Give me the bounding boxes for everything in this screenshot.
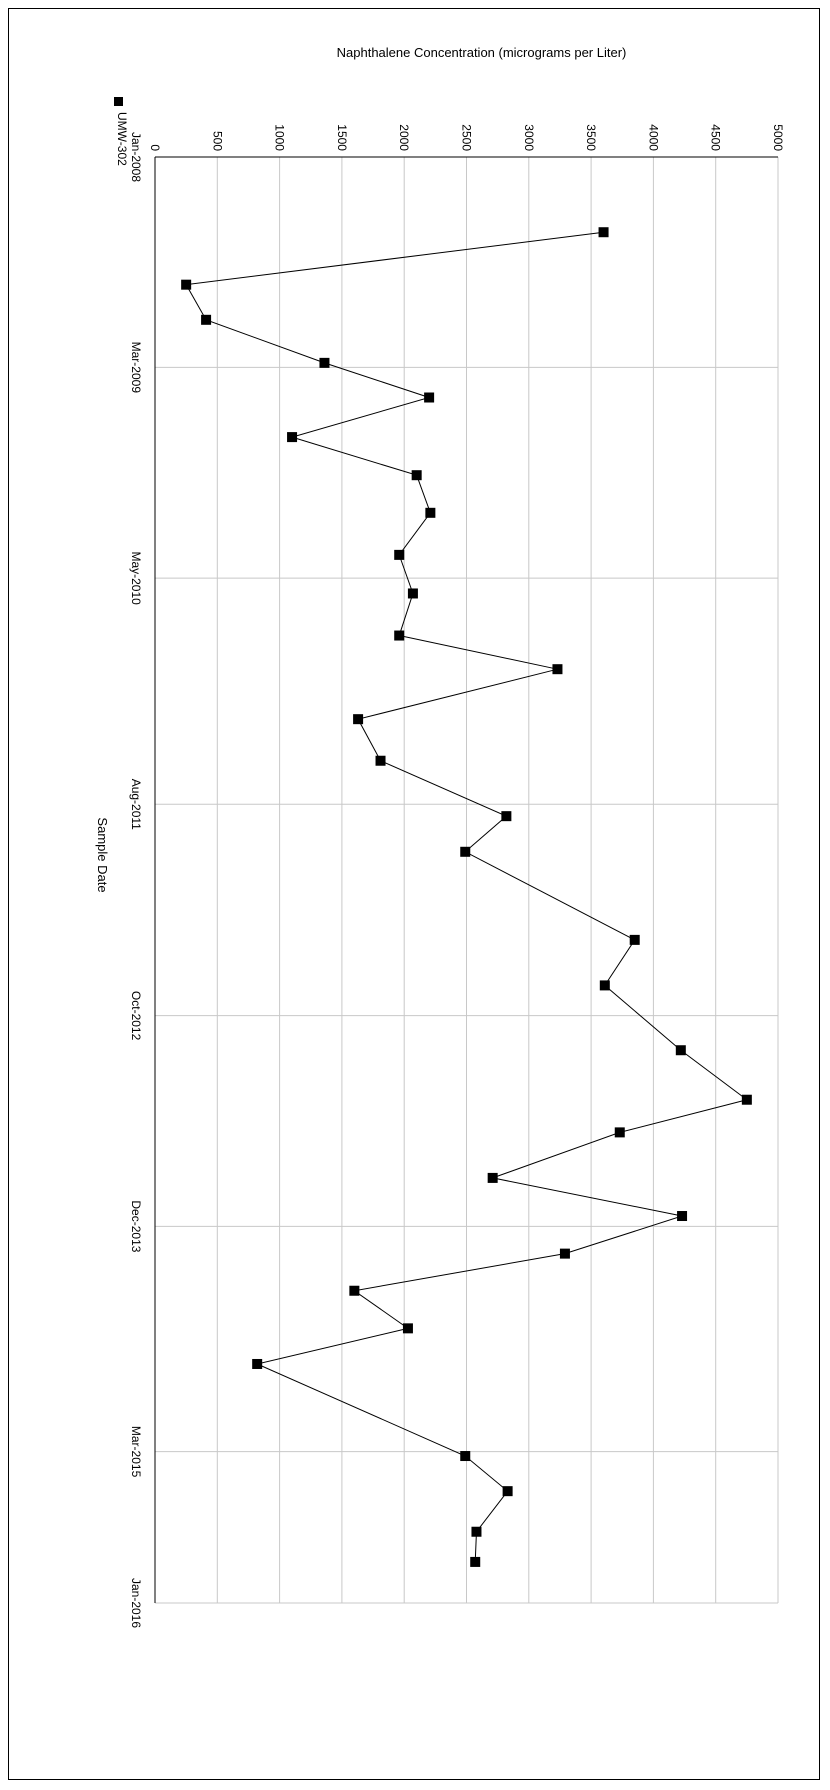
data-point <box>252 1358 263 1369</box>
data-point <box>599 980 610 991</box>
date-tick-label: Mar-2015 <box>129 1426 143 1478</box>
data-point <box>470 1556 481 1567</box>
tick-labels: 0 500 1000 1500 2000 2500 3000 3500 4000 4500 5000… <box>129 124 785 1628</box>
value-tick-label: 3500 <box>584 124 598 151</box>
value-tick-label: 5000 <box>771 124 785 151</box>
value-tick-label: 4000 <box>646 124 660 151</box>
x-axis-title: Sample Date <box>95 817 110 892</box>
data-point <box>402 1323 413 1334</box>
data-point <box>201 314 212 325</box>
legend: UMW-302 <box>114 97 129 166</box>
data-point <box>394 630 405 641</box>
data-point <box>677 1211 688 1222</box>
data-point <box>353 714 364 725</box>
value-tick-label: 2500 <box>460 124 474 151</box>
data-point <box>741 1094 752 1105</box>
date-tick-label: Jan-2016 <box>129 1578 143 1628</box>
data-point <box>598 227 609 238</box>
date-tick-label: Dec-2013 <box>129 1200 143 1252</box>
value-tick-label: 3000 <box>522 124 536 151</box>
value-tick-label: 1500 <box>335 124 349 151</box>
data-point <box>181 279 192 290</box>
date-tick-label: Jan-2008 <box>129 132 143 182</box>
date-tick-label: May-2010 <box>129 551 143 605</box>
value-tick-label: 4500 <box>709 124 723 151</box>
data-point <box>407 588 418 599</box>
data-point <box>460 846 471 857</box>
value-tick-label: 1000 <box>273 124 287 151</box>
data-point <box>425 507 436 518</box>
y-axis-title: Naphthalene Concentration (micrograms pe… <box>337 45 627 60</box>
date-tick-label: Aug-2011 <box>129 779 143 830</box>
data-point <box>460 1451 471 1462</box>
value-tick-label: 0 <box>148 144 162 151</box>
data-point <box>471 1526 482 1537</box>
legend-marker-umw-302 <box>114 97 123 106</box>
data-point <box>394 549 405 560</box>
series-layer <box>181 227 752 1567</box>
date-tick-label: Oct-2012 <box>129 991 143 1041</box>
value-tick-label: 500 <box>210 131 224 151</box>
value-tick-label: 2000 <box>397 124 411 151</box>
data-point <box>375 755 386 766</box>
data-point <box>675 1045 686 1056</box>
axes <box>154 156 778 1603</box>
data-point <box>487 1172 498 1183</box>
legend-label-umw-302: UMW-302 <box>115 112 129 166</box>
data-point <box>319 357 330 368</box>
data-point <box>411 470 422 481</box>
data-point <box>501 811 512 822</box>
data-point <box>349 1285 360 1296</box>
data-point <box>287 432 298 443</box>
grid-lines <box>155 157 779 1604</box>
data-point <box>424 392 435 403</box>
data-point <box>552 664 563 675</box>
data-point <box>502 1486 513 1497</box>
axis-titles: Naphthalene Concentration (micrograms pe… <box>95 45 626 893</box>
data-point <box>614 1127 625 1138</box>
data-point <box>559 1248 570 1259</box>
date-tick-label: Mar-2009 <box>129 342 143 394</box>
page-frame <box>8 8 820 1780</box>
data-point <box>629 934 640 945</box>
